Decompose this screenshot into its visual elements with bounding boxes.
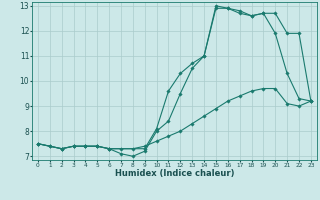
X-axis label: Humidex (Indice chaleur): Humidex (Indice chaleur) [115, 169, 234, 178]
